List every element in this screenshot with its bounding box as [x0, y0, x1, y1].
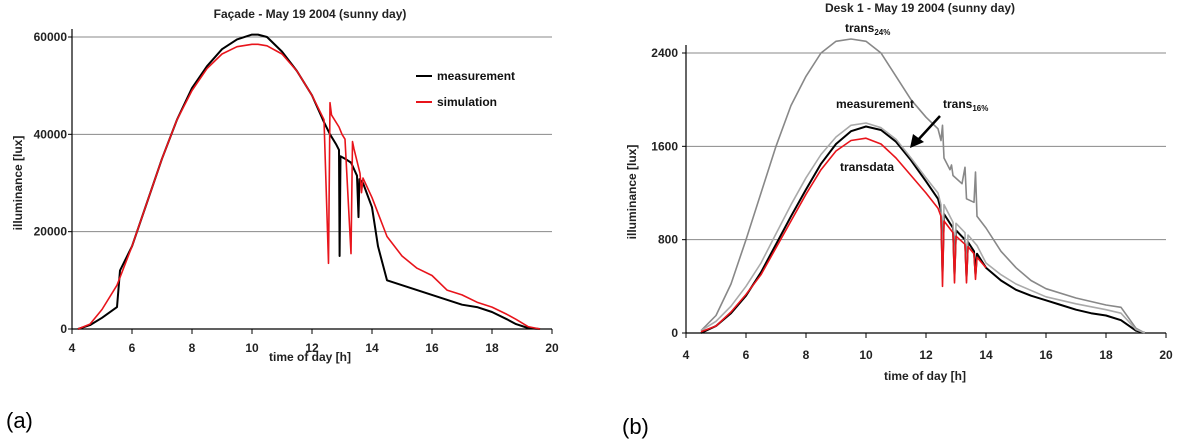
y-tick-label: 20000: [34, 225, 68, 239]
legend: measurement simulation: [416, 69, 515, 109]
x-axis-label: time of day [h]: [269, 350, 351, 364]
x-tick-label: 8: [803, 348, 810, 362]
x-tick-label: 18: [485, 341, 499, 355]
x-tick-label: 4: [69, 341, 76, 355]
annotation-transdata: transdata: [840, 160, 894, 174]
x-tick-label: 14: [979, 348, 993, 362]
x-tick-label: 16: [1039, 348, 1053, 362]
annotation-arrow-shaft: [917, 115, 941, 141]
axes: [682, 45, 1167, 338]
x-tick-label: 10: [859, 348, 873, 362]
tick-labels: 0 20000 40000 60000 4 6 8 10 12 14 16 18 20: [34, 30, 559, 355]
annotation-trans16-base: trans: [943, 97, 973, 111]
series-line-trans16-: [700, 122, 1146, 334]
y-tick-label: 1600: [651, 139, 678, 153]
x-axis-label: time of day [h]: [884, 369, 966, 383]
x-tick-label: 8: [189, 341, 196, 355]
series-line-trans24-: [700, 38, 1146, 334]
y-tick-label: 0: [671, 326, 678, 340]
annotation-trans24-sub: 24%: [874, 28, 890, 37]
y-tick-label: 60000: [34, 30, 68, 44]
grid: [686, 52, 1166, 241]
annotation-trans24: trans24%: [845, 21, 890, 37]
desk-chart: Desk 1 - May 19 2004 (sunny day) 0 800 160…: [625, 1, 1173, 383]
series-lines: [700, 38, 1146, 334]
annotation-trans16-sub: 16%: [972, 104, 988, 113]
y-tick-label: 2400: [651, 46, 678, 60]
chart-title: Desk 1 - May 19 2004 (sunny day): [825, 1, 1015, 15]
tick-labels: 0 800 1600 2400 4 6 8 10 12 14 16 18 20: [651, 46, 1173, 362]
x-tick-label: 6: [743, 348, 750, 362]
x-tick-label: 14: [365, 341, 379, 355]
x-tick-label: 6: [129, 341, 136, 355]
x-tick-label: 18: [1099, 348, 1113, 362]
annotation-arrow-head: [910, 134, 924, 148]
legend-label-measurement: measurement: [437, 69, 515, 83]
y-axis-label: illuminance [lux]: [625, 145, 639, 240]
axes: [68, 29, 553, 334]
y-tick-label: 0: [60, 322, 67, 336]
annotation-measurement: measurement: [836, 97, 914, 111]
x-tick-label: 12: [305, 341, 319, 355]
series-line-simulation: [77, 43, 541, 330]
y-axis-label: illuminance [lux]: [11, 136, 25, 231]
series-lines: [77, 33, 541, 330]
x-tick-label: 20: [545, 341, 559, 355]
panel-label-b: (b): [622, 414, 649, 439]
x-tick-label: 12: [919, 348, 933, 362]
panel-label-a: (a): [6, 408, 33, 433]
facade-chart: Façade - May 19 2004 (sunny day) 0 20000 4…: [11, 7, 559, 364]
annotation-trans16: trans16%: [943, 97, 988, 113]
x-tick-label: 4: [683, 348, 690, 362]
legend-label-simulation: simulation: [437, 95, 497, 109]
x-tick-label: 20: [1159, 348, 1173, 362]
annotation-trans24-base: trans: [845, 21, 875, 35]
series-line-transdata: [700, 137, 987, 333]
y-tick-label: 800: [658, 233, 678, 247]
grid: [72, 36, 552, 233]
y-tick-label: 40000: [34, 127, 68, 141]
x-tick-label: 16: [425, 341, 439, 355]
series-line-measurement: [700, 125, 1146, 334]
x-tick-label: 10: [245, 341, 259, 355]
chart-title: Façade - May 19 2004 (sunny day): [214, 7, 407, 21]
